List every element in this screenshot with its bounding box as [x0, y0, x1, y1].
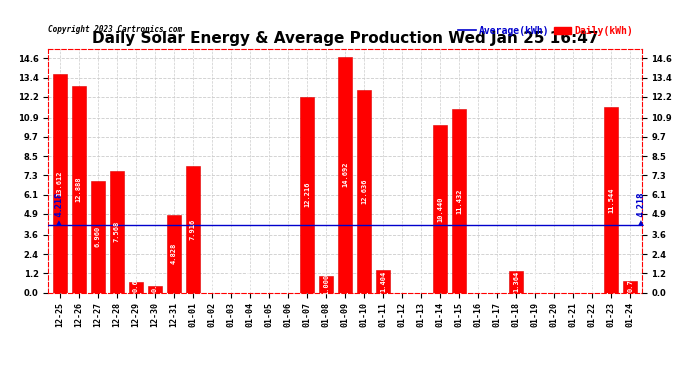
Title: Daily Solar Energy & Average Production Wed Jan 25 16:47: Daily Solar Energy & Average Production … — [92, 31, 598, 46]
Text: 0.000: 0.000 — [228, 270, 234, 292]
Bar — [300, 97, 314, 292]
Bar — [319, 276, 333, 292]
Bar — [623, 281, 638, 292]
Text: 0.000: 0.000 — [494, 270, 500, 292]
Text: 12.888: 12.888 — [76, 176, 81, 202]
Text: 7.568: 7.568 — [114, 221, 120, 243]
Text: 7.916: 7.916 — [190, 218, 196, 240]
Bar — [110, 171, 124, 292]
Text: 0.000: 0.000 — [209, 270, 215, 292]
Text: 1.000: 1.000 — [323, 274, 329, 295]
Bar — [509, 271, 523, 292]
Text: 6.960: 6.960 — [95, 226, 101, 248]
Text: 12.216: 12.216 — [304, 182, 310, 207]
Text: 0.000: 0.000 — [247, 270, 253, 292]
Text: 0.000: 0.000 — [551, 270, 558, 292]
Text: ▶ 4.218: ▶ 4.218 — [636, 192, 645, 225]
Text: 0.672: 0.672 — [132, 270, 139, 292]
Text: 4.828: 4.828 — [171, 243, 177, 264]
Bar — [376, 270, 390, 292]
Text: 11.432: 11.432 — [456, 188, 462, 214]
Legend: Average(kWh), Daily(kWh): Average(kWh), Daily(kWh) — [454, 22, 637, 40]
Bar — [52, 74, 67, 292]
Bar — [433, 125, 447, 292]
Text: 14.692: 14.692 — [342, 162, 348, 188]
Bar — [90, 181, 105, 292]
Bar — [148, 285, 162, 292]
Bar — [72, 86, 86, 292]
Bar — [338, 57, 352, 292]
Bar — [186, 165, 200, 292]
Text: 0.732: 0.732 — [627, 270, 633, 292]
Bar — [167, 215, 181, 292]
Text: 0.000: 0.000 — [418, 270, 424, 292]
Text: ▶ 4.218: ▶ 4.218 — [54, 192, 63, 225]
Bar — [128, 282, 143, 292]
Text: 13.612: 13.612 — [57, 171, 63, 196]
Bar — [357, 90, 371, 292]
Text: 1.404: 1.404 — [380, 271, 386, 292]
Text: 12.636: 12.636 — [361, 178, 367, 204]
Text: 0.000: 0.000 — [532, 270, 538, 292]
Text: 1.364: 1.364 — [513, 271, 519, 292]
Text: 0.000: 0.000 — [266, 270, 272, 292]
Bar — [452, 109, 466, 292]
Bar — [604, 107, 618, 292]
Text: 0.000: 0.000 — [285, 270, 291, 292]
Text: 0.000: 0.000 — [475, 270, 481, 292]
Text: 0.000: 0.000 — [399, 270, 405, 292]
Text: Copyright 2023 Cartronics.com: Copyright 2023 Cartronics.com — [48, 25, 182, 34]
Text: 11.544: 11.544 — [609, 187, 614, 213]
Text: 10.440: 10.440 — [437, 196, 443, 222]
Text: 0.000: 0.000 — [570, 270, 576, 292]
Text: 0.436: 0.436 — [152, 270, 158, 292]
Text: 0.000: 0.000 — [589, 270, 595, 292]
